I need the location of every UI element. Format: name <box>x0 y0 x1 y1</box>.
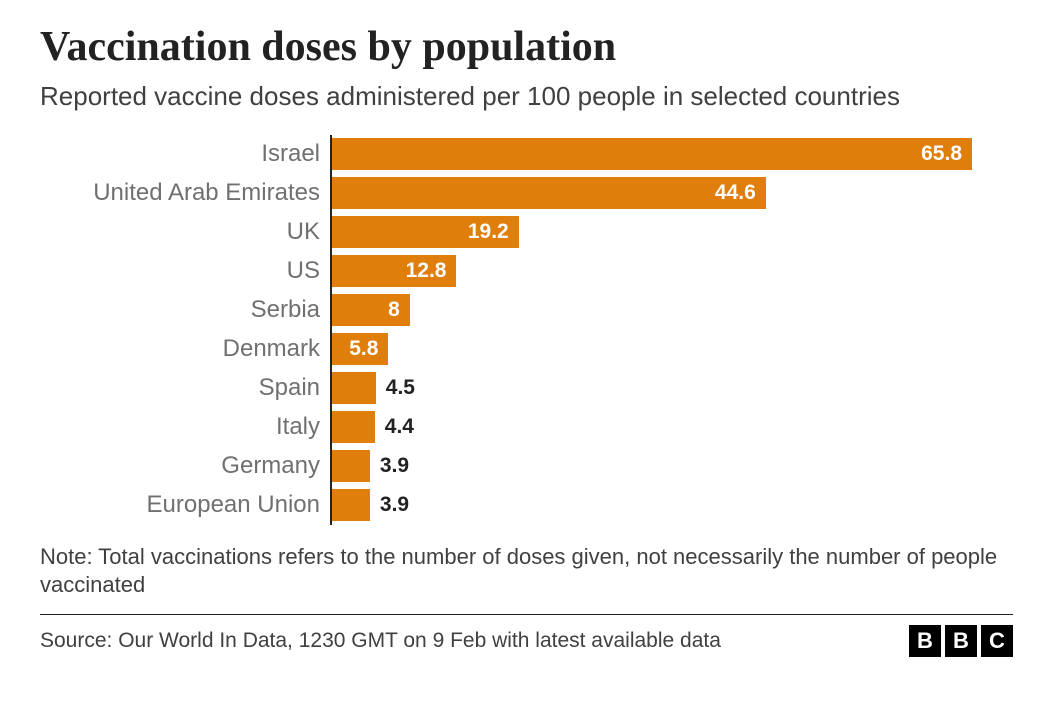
bar-row: United Arab Emirates 44.6 <box>40 174 1013 213</box>
bar: 19.2 <box>332 216 519 248</box>
bar-value: 8 <box>388 298 400 322</box>
bar <box>332 489 370 521</box>
source-text: Source: Our World In Data, 1230 GMT on 9… <box>40 629 721 653</box>
bar-value: 4.5 <box>386 376 415 400</box>
bar-row: European Union 3.9 <box>40 486 1013 525</box>
bbc-logo-block: C <box>981 625 1013 657</box>
bar-value: 3.9 <box>380 493 409 517</box>
bar: 5.8 <box>332 333 388 365</box>
footer-divider <box>40 614 1013 615</box>
bar <box>332 372 376 404</box>
bar-track: 4.4 <box>330 408 1013 447</box>
bar-value: 4.4 <box>385 415 414 439</box>
bar-track: 3.9 <box>330 447 1013 486</box>
chart-subtitle: Reported vaccine doses administered per … <box>40 80 1013 113</box>
footer: Source: Our World In Data, 1230 GMT on 9… <box>40 625 1013 657</box>
country-label: Denmark <box>40 335 330 363</box>
bar-row: UK 19.2 <box>40 213 1013 252</box>
bar-value: 44.6 <box>715 181 756 205</box>
bar-value: 12.8 <box>406 259 447 283</box>
bar-track: 4.5 <box>330 369 1013 408</box>
bbc-logo-block: B <box>909 625 941 657</box>
bar: 65.8 <box>332 138 972 170</box>
bar: 44.6 <box>332 177 766 209</box>
bar-row: Italy 4.4 <box>40 408 1013 447</box>
bar-value: 3.9 <box>380 454 409 478</box>
chart-title: Vaccination doses by population <box>40 24 1013 70</box>
bar-track: 5.8 <box>330 330 1013 369</box>
country-label: US <box>40 257 330 285</box>
country-label: Italy <box>40 413 330 441</box>
chart-note: Note: Total vaccinations refers to the n… <box>40 543 1013 600</box>
country-label: Israel <box>40 140 330 168</box>
bar <box>332 450 370 482</box>
country-label: European Union <box>40 491 330 519</box>
bbc-logo-block: B <box>945 625 977 657</box>
bar-track: 19.2 <box>330 213 1013 252</box>
bar-chart: Israel 65.8 United Arab Emirates 44.6 UK 19.2… <box>40 135 1013 525</box>
bar-track: 12.8 <box>330 252 1013 291</box>
chart-container: Vaccination doses by population Reported… <box>0 0 1053 712</box>
country-label: United Arab Emirates <box>40 179 330 207</box>
bar-row: Israel 65.8 <box>40 135 1013 174</box>
country-label: Germany <box>40 452 330 480</box>
bar: 12.8 <box>332 255 456 287</box>
bar: 8 <box>332 294 410 326</box>
bar-row: Germany 3.9 <box>40 447 1013 486</box>
country-label: Serbia <box>40 296 330 324</box>
country-label: Spain <box>40 374 330 402</box>
country-label: UK <box>40 218 330 246</box>
bar-value: 65.8 <box>921 142 962 166</box>
bar-value: 19.2 <box>468 220 509 244</box>
bbc-logo: BBC <box>909 625 1013 657</box>
bar-row: Denmark 5.8 <box>40 330 1013 369</box>
bar-row: Serbia 8 <box>40 291 1013 330</box>
bar <box>332 411 375 443</box>
bar-value: 5.8 <box>349 337 378 361</box>
bar-track: 8 <box>330 291 1013 330</box>
bar-track: 44.6 <box>330 174 1013 213</box>
bar-track: 65.8 <box>330 135 1013 174</box>
bar-track: 3.9 <box>330 486 1013 525</box>
bar-row: US 12.8 <box>40 252 1013 291</box>
bar-row: Spain 4.5 <box>40 369 1013 408</box>
